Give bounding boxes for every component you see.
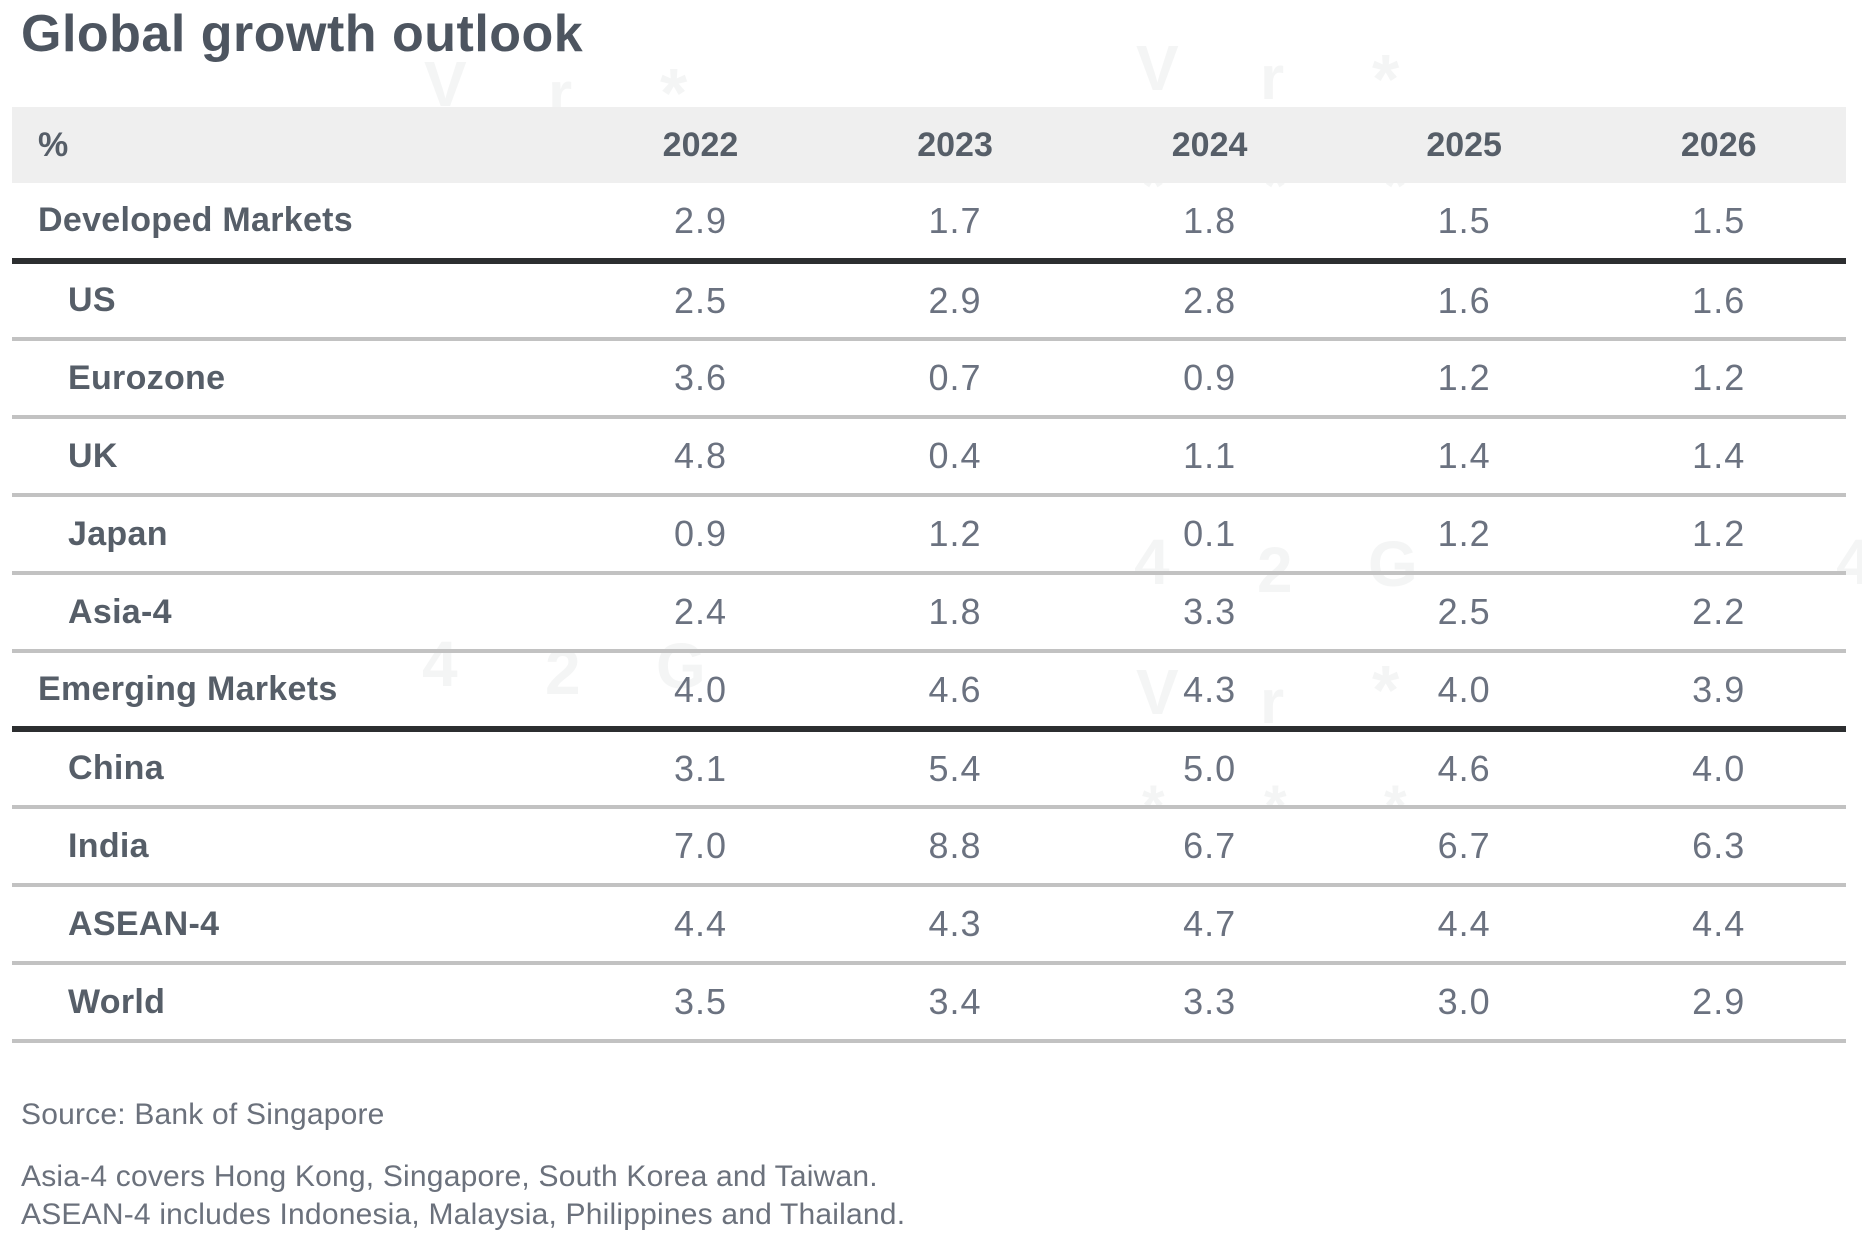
value-cell: 1.5: [1437, 199, 1491, 241]
growth-table-container: % 2022 2023 2024 2025 2026 Developed Mar…: [12, 107, 1846, 1043]
table-row-asean-4: ASEAN-4 4.4 4.3 4.7 4.4 4.4: [12, 885, 1846, 963]
footnote-asean-4: ASEAN-4 includes Indonesia, Malaysia, Ph…: [21, 1198, 906, 1231]
value-cell: 0.4: [928, 435, 982, 476]
row-label: World: [68, 982, 166, 1021]
value-cell: 2.2: [1692, 591, 1746, 632]
row-label: China: [68, 749, 164, 787]
value-cell: 1.8: [1183, 199, 1237, 241]
value-cell: 1.6: [1437, 279, 1491, 321]
value-cell: 2.9: [673, 199, 728, 241]
year-header-2026: 2026: [1680, 125, 1757, 164]
value-cell: 1.2: [928, 513, 982, 554]
value-cell: 2.8: [1183, 279, 1237, 321]
value-cell: 7.0: [673, 825, 728, 866]
value-cell: 2.9: [928, 279, 982, 321]
value-cell: 4.4: [1692, 903, 1746, 944]
table-row-world: World 3.5 3.4 3.3 3.0 2.9: [12, 963, 1846, 1041]
row-label: Japan: [68, 514, 168, 553]
value-cell: 4.8: [673, 435, 728, 476]
value-cell: 1.6: [1692, 279, 1746, 321]
table-row-china: China 3.1 5.4 5.0 4.6 4.0: [12, 729, 1846, 807]
watermark-glyph: V: [1136, 32, 1179, 104]
value-cell: 3.6: [673, 357, 728, 398]
value-cell: 3.5: [673, 981, 728, 1022]
value-cell: 1.4: [1437, 435, 1491, 476]
row-label: Emerging Markets: [38, 670, 338, 708]
value-cell: 6.3: [1692, 825, 1746, 866]
value-cell: 3.3: [1183, 591, 1237, 632]
value-cell: 5.0: [1183, 747, 1237, 789]
row-label: UK: [68, 436, 118, 475]
value-cell: 1.2: [1692, 357, 1746, 398]
value-cell: 0.7: [928, 357, 982, 398]
value-cell: 4.0: [673, 668, 728, 710]
year-header-2024: 2024: [1171, 125, 1248, 164]
value-cell: 2.5: [673, 279, 728, 321]
page-title: Global growth outlook: [21, 5, 584, 63]
unit-header: %: [38, 125, 69, 164]
value-cell: 4.7: [1183, 903, 1237, 944]
value-cell: 0.9: [673, 513, 728, 554]
row-label: ASEAN-4: [68, 904, 220, 943]
value-cell: 2.5: [1437, 591, 1491, 632]
value-cell: 4.4: [1437, 903, 1491, 944]
value-cell: 4.6: [1437, 747, 1491, 789]
year-header-2023: 2023: [917, 125, 993, 164]
value-cell: 3.3: [1183, 981, 1237, 1022]
watermark-glyph: r: [1260, 44, 1285, 113]
row-label: Eurozone: [68, 358, 226, 397]
watermark-glyph: *: [1372, 40, 1400, 118]
value-cell: 3.0: [1437, 981, 1491, 1022]
value-cell: 4.6: [928, 668, 982, 710]
year-header-2022: 2022: [662, 125, 739, 164]
row-label: India: [68, 826, 149, 865]
table-row-asia-4: Asia-4 2.4 1.8 3.3 2.5 2.2: [12, 573, 1846, 651]
value-cell: 1.1: [1183, 435, 1237, 476]
value-cell: 3.9: [1692, 668, 1746, 710]
value-cell: 1.2: [1437, 357, 1491, 398]
value-cell: 2.9: [1692, 981, 1746, 1022]
table-row-uk: UK 4.8 0.4 1.1 1.4 1.4: [12, 417, 1846, 495]
value-cell: 6.7: [1437, 825, 1491, 866]
growth-table: % 2022 2023 2024 2025 2026 Developed Mar…: [12, 107, 1846, 1043]
value-cell: 1.2: [1692, 513, 1746, 554]
value-cell: 4.3: [928, 903, 982, 944]
value-cell: 1.8: [928, 591, 982, 632]
row-label: Asia-4: [68, 592, 172, 631]
table-row-india: India 7.0 8.8 6.7 6.7 6.3: [12, 807, 1846, 885]
value-cell: 3.1: [673, 747, 728, 789]
value-cell: 4.4: [673, 903, 728, 944]
footer: Source: Bank of Singapore Asia-4 covers …: [21, 1098, 905, 1234]
value-cell: 1.7: [928, 199, 982, 241]
table-row-us: US 2.5 2.9 2.8 1.6 1.6: [12, 261, 1846, 339]
value-cell: 8.8: [928, 825, 982, 866]
value-cell: 2.4: [673, 591, 728, 632]
value-cell: 4.0: [1692, 747, 1746, 789]
value-cell: 0.1: [1183, 513, 1237, 554]
value-cell: 5.4: [928, 747, 982, 789]
year-header-2025: 2025: [1426, 125, 1502, 164]
row-label: Developed Markets: [38, 201, 354, 239]
value-cell: 1.2: [1437, 513, 1491, 554]
table-row-eurozone: Eurozone 3.6 0.7 0.9 1.2 1.2: [12, 339, 1846, 417]
table-row-developed-markets: Developed Markets 2.9 1.7 1.8 1.5 1.5: [12, 183, 1846, 261]
value-cell: 4.3: [1183, 668, 1237, 710]
value-cell: 0.9: [1183, 357, 1237, 398]
table-row-emerging-markets: Emerging Markets 4.0 4.6 4.3 4.0 3.9: [12, 651, 1846, 729]
source-note: Source: Bank of Singapore: [21, 1098, 385, 1131]
value-cell: 1.5: [1692, 199, 1746, 241]
value-cell: 6.7: [1183, 825, 1237, 866]
table-row-japan: Japan 0.9 1.2 0.1 1.2 1.2: [12, 495, 1846, 573]
footnote-asia-4: Asia-4 covers Hong Kong, Singapore, Sout…: [21, 1160, 878, 1193]
value-cell: 3.4: [928, 981, 982, 1022]
table-header-row: % 2022 2023 2024 2025 2026: [12, 107, 1846, 183]
row-label: US: [68, 281, 116, 319]
value-cell: 4.0: [1437, 668, 1491, 710]
value-cell: 1.4: [1692, 435, 1746, 476]
